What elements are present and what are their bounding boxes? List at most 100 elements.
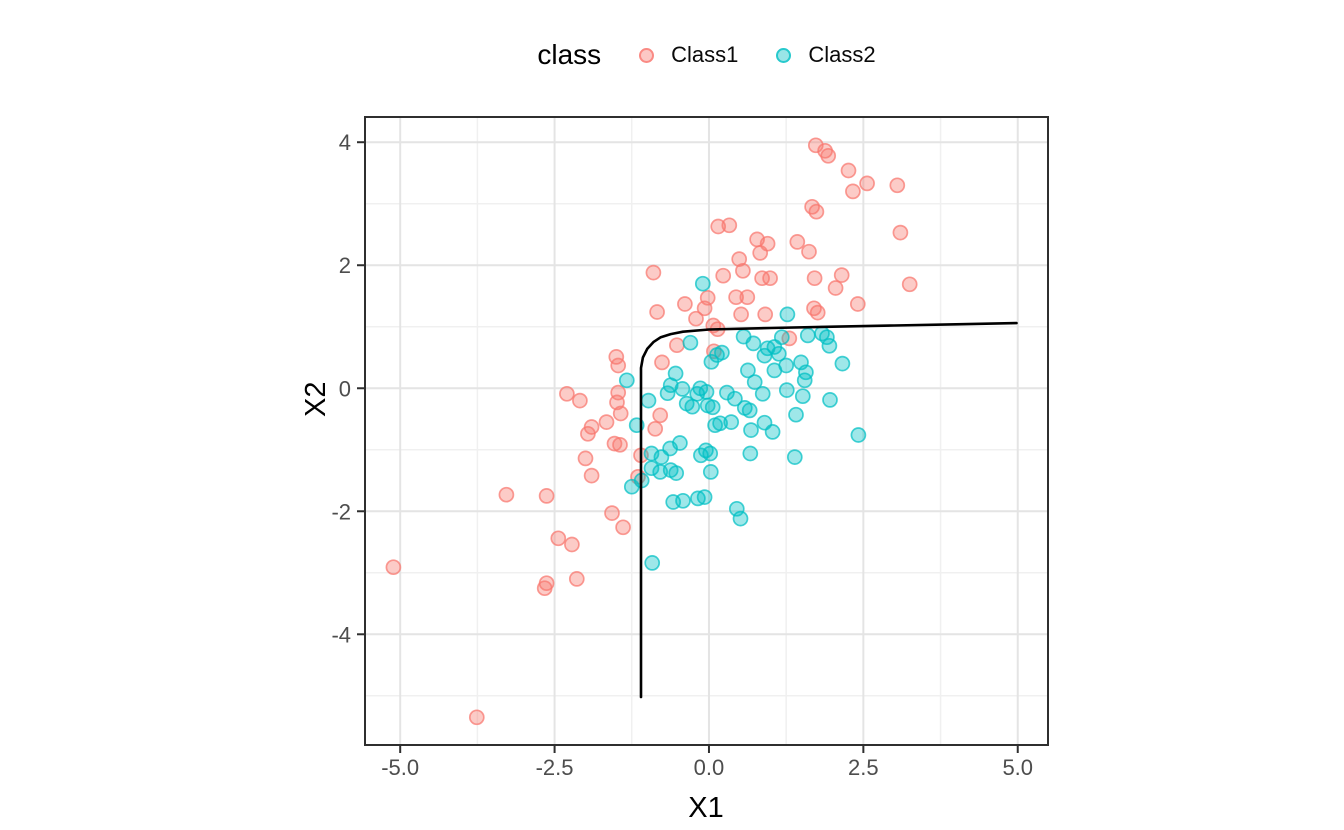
data-point-class1: [649, 304, 665, 320]
data-point-class2: [786, 449, 803, 465]
data-point-class2: [644, 555, 661, 571]
data-point-class2: [702, 464, 719, 480]
data-point-class1: [536, 580, 553, 597]
panel-background: [365, 117, 1048, 745]
class2-key-dot-icon: [776, 47, 792, 63]
data-point-class1: [604, 505, 620, 521]
data-point-class1: [762, 270, 778, 287]
data-point-class1: [564, 536, 580, 553]
data-point-class2: [742, 445, 759, 462]
data-point-class2: [723, 414, 740, 430]
x-tick-label: -5.0: [381, 755, 419, 780]
data-point-class1: [572, 392, 588, 409]
data-point-class2: [643, 460, 660, 477]
data-point-class1: [757, 306, 774, 323]
data-point-class2: [822, 392, 838, 408]
data-point-class1: [688, 310, 704, 327]
data-point-class1: [385, 559, 402, 576]
data-point-class1: [820, 147, 837, 164]
data-point-class1: [845, 183, 861, 200]
data-point-class2: [702, 445, 719, 462]
data-point-class1: [583, 467, 600, 484]
x-tick-label: 2.5: [848, 755, 879, 780]
legend-item-class1: Class1: [639, 42, 738, 68]
data-point-class1: [789, 234, 806, 250]
data-point-class1: [892, 224, 909, 241]
data-point-class2: [850, 427, 867, 443]
data-point-class2: [796, 372, 813, 389]
data-point-class2: [640, 392, 657, 409]
data-point-class1: [606, 435, 623, 452]
data-point-class2: [819, 329, 835, 346]
data-point-class1: [580, 425, 596, 442]
y-tick-label: -2: [331, 499, 351, 524]
data-point-class2: [675, 492, 691, 509]
data-point-class2: [672, 435, 688, 451]
data-point-class2: [788, 406, 804, 423]
data-point-class1: [559, 385, 575, 402]
data-point-class2: [694, 275, 711, 292]
x-tick-label: 5.0: [1002, 755, 1033, 780]
data-point-class1: [754, 270, 770, 287]
data-point-class2: [821, 337, 838, 354]
class1-key-dot-icon: [639, 47, 655, 63]
data-point-class2: [756, 347, 773, 364]
data-point-class2: [618, 372, 635, 389]
data-point-class1: [610, 357, 627, 374]
data-point-class1: [809, 304, 826, 321]
decision-boundary: [639, 321, 1018, 699]
data-point-class2: [764, 424, 781, 440]
data-point-class1: [645, 264, 662, 281]
data-point-class2: [659, 385, 676, 402]
data-point-class2: [754, 385, 771, 402]
data-point-class1: [833, 267, 850, 283]
data-point-class1: [710, 218, 727, 235]
data-point-class1: [733, 306, 749, 323]
data-point-class2: [703, 353, 720, 370]
data-point-class1: [498, 486, 515, 503]
data-point-class2: [704, 399, 721, 416]
data-point-class1: [612, 436, 628, 453]
data-point-class1: [721, 217, 738, 234]
data-point-class1: [731, 251, 748, 267]
data-point-class1: [735, 262, 751, 279]
data-point-class1: [806, 270, 823, 287]
y-tick-label: 0: [339, 376, 351, 401]
data-point-class1: [859, 175, 875, 192]
data-point-class1: [801, 243, 817, 260]
data-point-class2: [799, 327, 816, 344]
data-point-class1: [612, 405, 629, 422]
y-tick-label: 4: [339, 130, 351, 155]
data-point-class2: [740, 362, 756, 379]
data-point-class1: [696, 300, 713, 317]
data-point-class1: [468, 709, 485, 726]
x-tick-label: -2.5: [536, 755, 574, 780]
data-point-class1: [739, 289, 756, 306]
data-point-class1: [654, 354, 670, 371]
data-point-class2: [662, 377, 679, 394]
x-tick-label: 0.0: [694, 755, 725, 780]
legend-label-class2: Class2: [808, 42, 876, 67]
data-point-class2: [743, 422, 759, 438]
data-point-class1: [652, 407, 669, 424]
data-point-class1: [901, 276, 918, 293]
data-point-class1: [752, 245, 769, 261]
data-point-class2: [794, 388, 811, 405]
data-point-class1: [849, 296, 866, 312]
y-tick-label: 2: [339, 253, 351, 278]
data-point-class2: [741, 402, 758, 419]
data-point-class2: [668, 465, 685, 481]
data-point-class1: [647, 420, 664, 437]
data-point-class1: [840, 162, 857, 179]
data-point-class2: [779, 306, 796, 323]
data-point-class1: [615, 519, 631, 536]
legend: class Class1 Class2: [365, 34, 1048, 76]
data-point-class1: [807, 137, 824, 154]
data-point-class2: [834, 355, 851, 372]
data-point-class2: [727, 390, 743, 407]
data-point-class2: [682, 334, 699, 351]
legend-label-class1: Class1: [671, 42, 739, 67]
data-point-class2: [712, 415, 728, 432]
data-point-class2: [696, 489, 713, 505]
